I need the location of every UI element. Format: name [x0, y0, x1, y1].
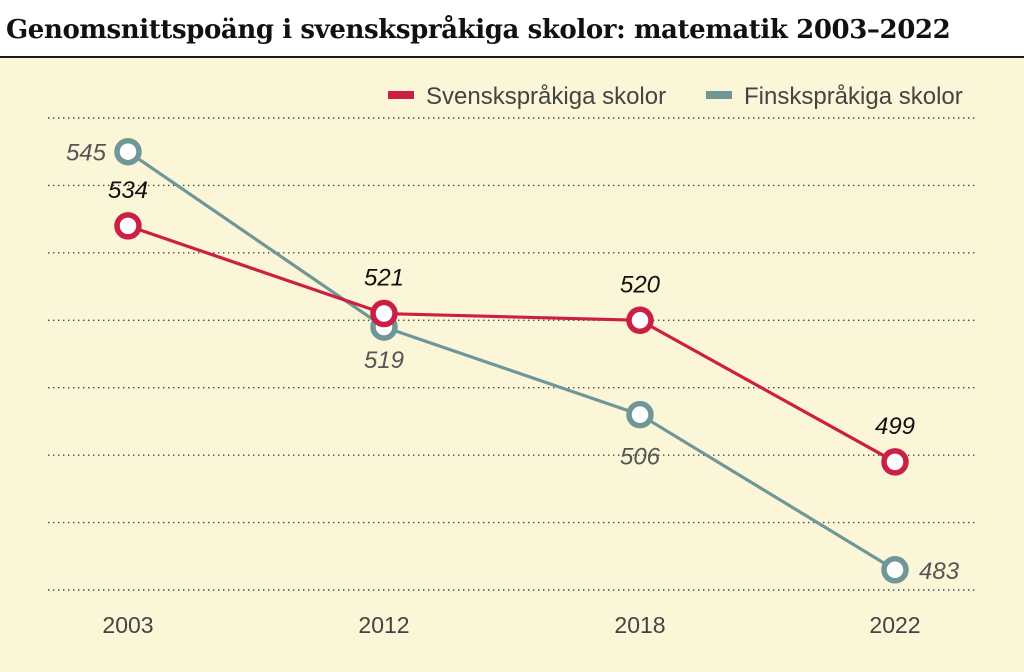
legend: Svenskspråkiga skolor Finskspråkiga skolo… — [388, 83, 963, 110]
data-point-svenskspråkiga — [881, 448, 909, 476]
x-tick-label: 2018 — [614, 612, 665, 638]
plot-background — [0, 58, 1024, 672]
data-label-finskspråkiga: 545 — [66, 140, 107, 167]
title-divider — [0, 56, 1024, 58]
data-point-svenskspråkiga — [370, 299, 398, 328]
data-point-finskspråkiga — [114, 137, 142, 166]
data-label-finskspråkiga: 519 — [364, 347, 404, 374]
x-tick-label: 2003 — [102, 612, 153, 638]
data-labels: 534 521 520 499 545 519 506 483 — [66, 140, 960, 585]
data-label-finskspråkiga: 483 — [919, 558, 960, 585]
data-label-svenskspråkiga: 521 — [364, 265, 404, 292]
gridlines — [48, 117, 978, 591]
legend-label: Svenskspråkiga skolor — [426, 83, 666, 110]
data-label-finskspråkiga: 506 — [620, 444, 661, 471]
data-label-svenskspråkiga: 499 — [875, 413, 915, 440]
x-axis-ticks: 2003 2012 2018 2022 — [102, 612, 920, 638]
legend-swatch — [388, 91, 414, 99]
series-lines — [127, 150, 896, 572]
series-line-svenskspråkiga — [127, 224, 896, 464]
data-point-svenskspråkiga — [626, 306, 654, 335]
data-label-svenskspråkiga: 534 — [108, 177, 148, 204]
legend-swatch — [706, 91, 732, 99]
data-point-finskspråkiga — [626, 400, 654, 429]
data-point-svenskspråkiga — [114, 212, 142, 240]
data-label-svenskspråkiga: 520 — [620, 271, 661, 298]
data-point-finskspråkiga — [881, 556, 909, 584]
x-tick-label: 2012 — [358, 612, 409, 638]
series-points — [114, 137, 909, 584]
chart-title: Genomsnittspoäng i svenskspråkiga skolor… — [6, 15, 951, 45]
legend-label: Finskspråkiga skolor — [744, 83, 963, 110]
x-tick-label: 2022 — [869, 612, 920, 638]
series-line-finskspråkiga — [127, 150, 896, 572]
